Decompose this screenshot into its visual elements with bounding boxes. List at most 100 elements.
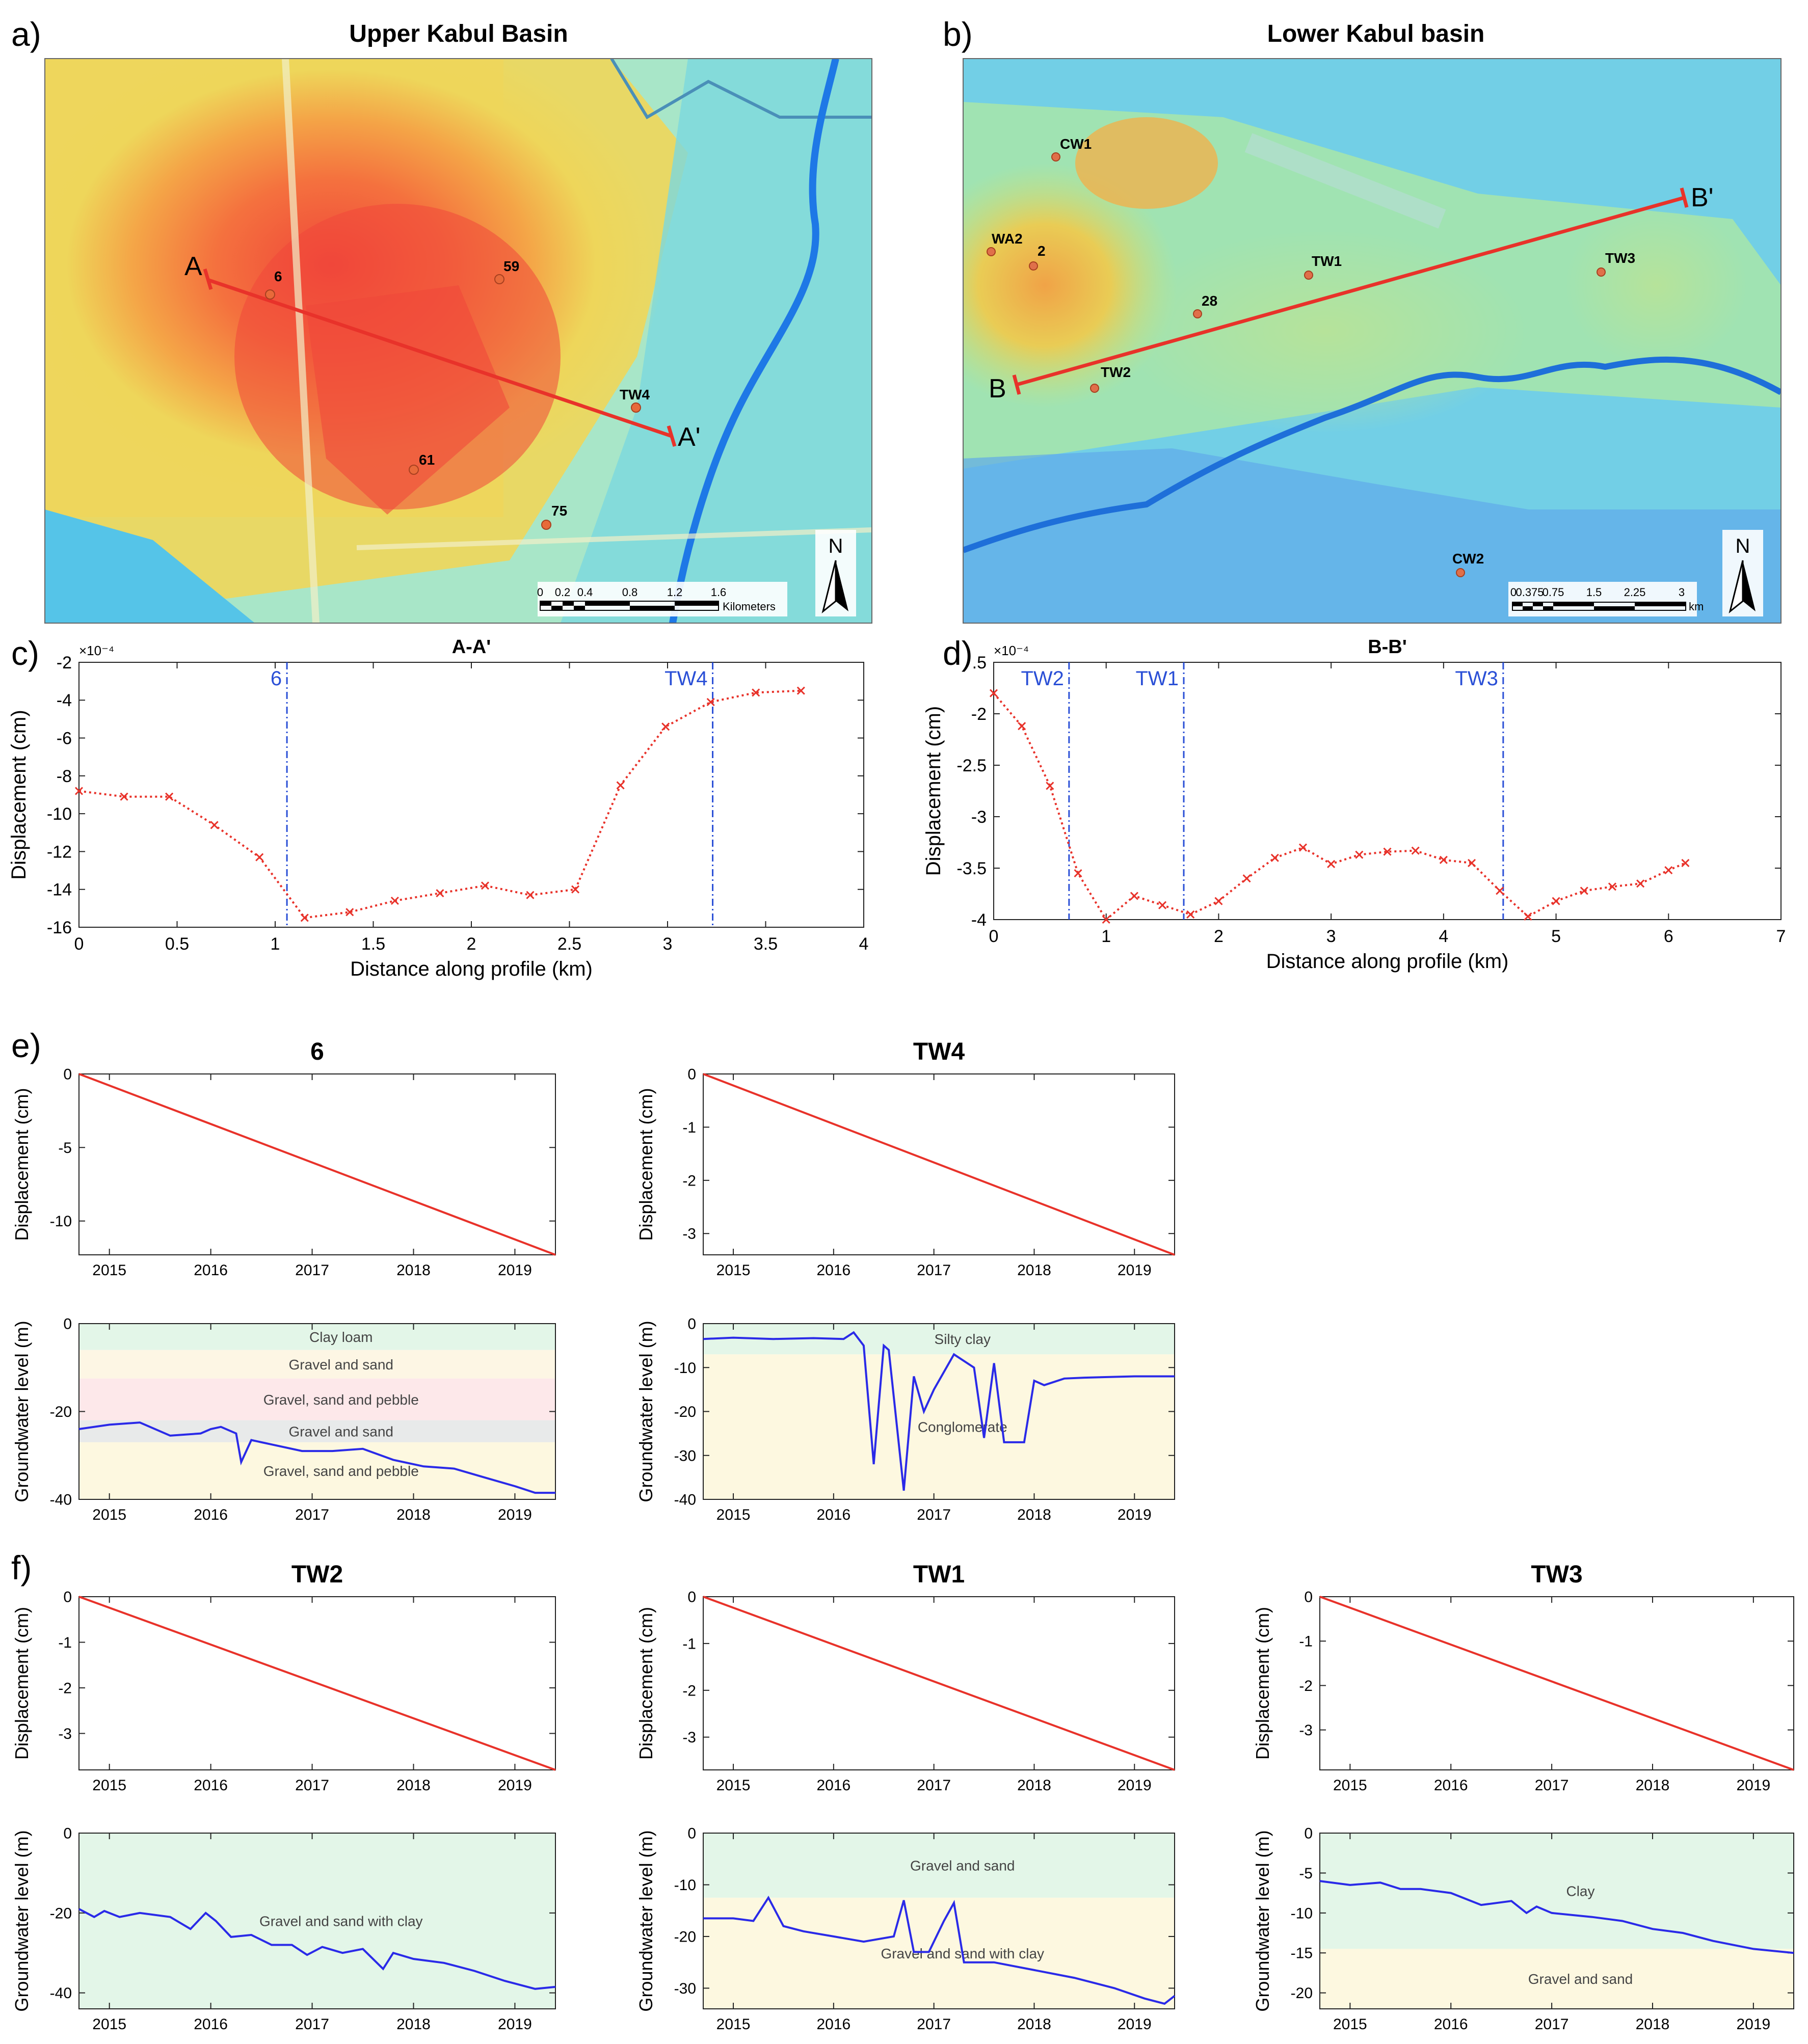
plot-frame-f2g	[703, 1833, 1175, 2009]
well-TW1-marker	[1304, 271, 1313, 280]
chart-e1g: Clay loam Gravel and sand Gravel, sand and…	[11, 1316, 556, 1523]
y-tick-label-e1-1: -5	[58, 1140, 72, 1157]
data-point-c-1	[120, 792, 128, 801]
y-axis-label-f1: Displacement (cm)	[11, 1607, 32, 1760]
data-point-d-11	[1298, 843, 1308, 852]
map-b-title: Lower Kabul basin	[1267, 20, 1485, 47]
map-b	[963, 59, 1781, 623]
scale-bar-b: 0 0.375 0.75 1.5 2.25 3 km	[1508, 582, 1704, 616]
x-tick-label-d-6: 6	[1664, 927, 1673, 946]
plot-frame-f1g	[78, 1833, 556, 2009]
data-point-d-25	[1681, 858, 1690, 867]
panel-label-f: f)	[11, 1549, 32, 1586]
y-tick-label-c-1: -14	[47, 880, 72, 900]
y-tick-label-f1g-0: -40	[50, 1985, 72, 2002]
map-a	[45, 59, 872, 623]
data-point-d-12	[1327, 859, 1336, 868]
x-tick-label-c-6: 3	[663, 934, 673, 954]
x-tick-label-f2g-2: 2017	[917, 2016, 951, 2033]
well-markers-a	[265, 274, 641, 530]
x-tick-label-e2-1: 2016	[816, 1262, 850, 1279]
x-tick-label-e1-2: 2017	[295, 1262, 329, 1279]
north-label-a: N	[829, 535, 843, 557]
series-line-f1g	[78, 1908, 556, 1990]
x-tick-label-f1g-3: 2018	[396, 2016, 431, 2033]
plot-frame-e2	[703, 1073, 1175, 1255]
y-tick-label-d-0: -4	[971, 910, 987, 930]
panel-label-d: d)	[943, 634, 973, 672]
y-tick-label-f2g-2: -10	[674, 1877, 696, 1894]
data-point-d-16	[1439, 855, 1448, 864]
panel-label-e: e)	[11, 1027, 41, 1064]
x-tick-label-f3-0: 2015	[1333, 1777, 1367, 1794]
y-tick-label-d-2: -3	[971, 808, 987, 827]
x-tick-label-f1g-0: 2015	[92, 2016, 126, 2033]
well-label-6: 6	[274, 268, 282, 284]
profile-a-end: A'	[678, 422, 701, 452]
scale-b-tick-3: 1.5	[1586, 586, 1602, 599]
x-tick-label-d-5: 5	[1551, 927, 1561, 946]
x-tick-label-c-1: 0.5	[165, 934, 189, 954]
layer-band-f3g-0	[1320, 1833, 1794, 1949]
y-tick-label-f1-1: -2	[58, 1680, 72, 1697]
y-tick-label-e2g-1: -30	[674, 1447, 696, 1464]
x-tick-label-f3-3: 2018	[1636, 1777, 1670, 1794]
y-axis-label-f2g: Groundwater level (m)	[635, 1830, 656, 2011]
series-line-e1g	[78, 1421, 555, 1494]
series-line-e1	[78, 1073, 556, 1256]
chart-title-f1: TW2	[291, 1561, 343, 1588]
layer-band-e2g-1	[703, 1354, 1175, 1499]
y-tick-label-f2-3: 0	[687, 1589, 696, 1606]
well-61-marker	[409, 465, 419, 475]
x-axis-label-c: Distance along profile (km)	[350, 958, 593, 980]
data-point-c-10	[526, 891, 535, 899]
data-point-d-1	[1018, 722, 1026, 731]
y-tick-label-e2-2: -1	[682, 1119, 696, 1136]
profile-a-start: A	[184, 252, 202, 281]
y-axis-label-f1g: Groundwater level (m)	[11, 1830, 32, 2011]
data-point-d-10	[1270, 853, 1279, 862]
scale-b-tick-5: 3	[1679, 586, 1685, 599]
data-point-d-19	[1524, 912, 1532, 921]
well-CW2-marker	[1456, 568, 1465, 577]
layer-label-f2g-0: Gravel and sand	[910, 1858, 1015, 1873]
x-tick-label-f3-4: 2019	[1736, 1777, 1770, 1794]
scale-a-tick-2: 0.4	[577, 586, 593, 599]
y-tick-label-f3g-1: -15	[1291, 1945, 1313, 1962]
x-tick-label-f2-1: 2016	[816, 1777, 850, 1794]
y-tick-label-c-3: -10	[47, 804, 72, 824]
x-tick-label-e2-2: 2017	[917, 1262, 951, 1279]
y-tick-label-f1-0: -3	[58, 1726, 72, 1742]
y-tick-label-d-4: -2	[971, 705, 987, 724]
y-tick-label-e2-1: -2	[682, 1172, 696, 1189]
x-tick-label-c-5: 2.5	[557, 934, 581, 954]
layer-label-e2g-0: Silty clay	[935, 1331, 991, 1347]
profile-line-b	[1012, 187, 1689, 395]
well-label-TW1: TW1	[1312, 253, 1342, 269]
y-axis-label-f3g: Groundwater level (m)	[1252, 1830, 1273, 2011]
map-a-title: Upper Kabul Basin	[349, 20, 568, 47]
x-tick-label-f3g-2: 2017	[1535, 2016, 1569, 2033]
well-CW1-marker	[1051, 152, 1060, 162]
well-label-TW4: TW4	[620, 387, 650, 402]
plot-frame-e1	[78, 1073, 556, 1255]
data-point-d-20	[1552, 897, 1560, 905]
x-tick-label-e1-0: 2015	[92, 1262, 126, 1279]
y-tick-label-f2-2: -1	[682, 1635, 696, 1652]
chart-f3g: Clay Gravel and sand 2015 2016 2017 2018 2019 -…	[1252, 1825, 1794, 2033]
y-tick-label-f1-3: 0	[63, 1589, 72, 1606]
y-tick-label-d-3: -2.5	[956, 756, 987, 775]
series-line-e2g	[703, 1331, 1175, 1491]
y-tick-label-e2-3: 0	[687, 1066, 696, 1083]
y-axis-label-e2g: Groundwater level (m)	[635, 1321, 656, 1502]
data-point-c-11	[571, 885, 580, 894]
y-tick-label-c-2: -12	[47, 842, 72, 862]
x-tick-label-f2-0: 2015	[716, 1777, 751, 1794]
chart-e2: 2015 2016 2017 2018 2019 -3 -2 -1 0 TW4 Displaceme…	[635, 1038, 1175, 1279]
layer-band-f1g-0	[79, 1833, 555, 2009]
x-tick-label-e2-3: 2018	[1017, 1262, 1051, 1279]
x-tick-label-c-8: 4	[859, 934, 869, 954]
x-tick-label-f2-3: 2018	[1017, 1777, 1051, 1794]
x-tick-label-d-4: 4	[1439, 927, 1448, 946]
